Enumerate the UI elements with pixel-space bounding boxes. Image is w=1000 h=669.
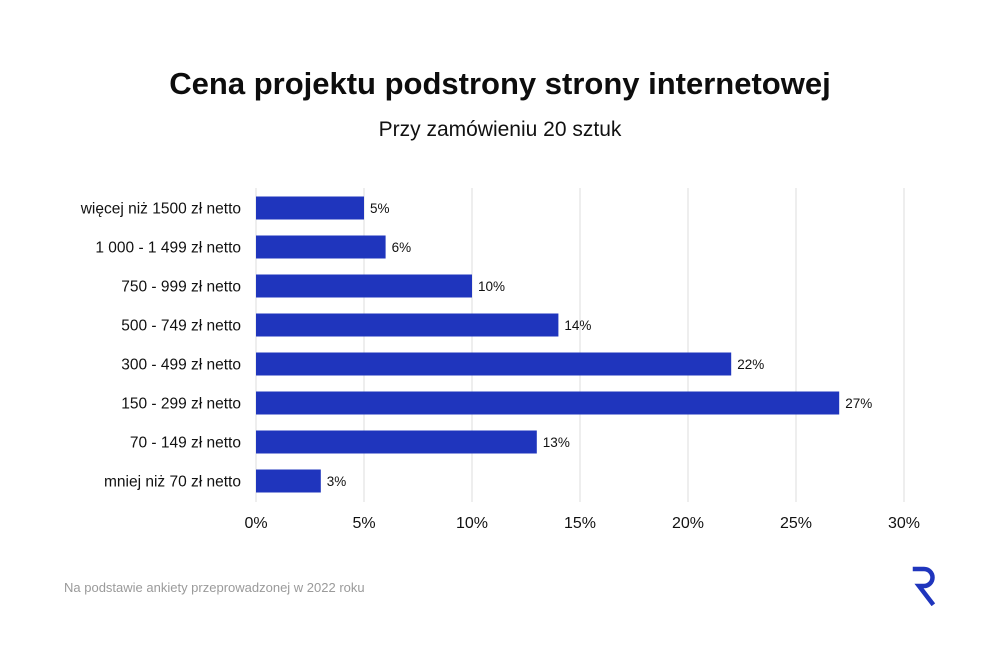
x-tick-label: 0% bbox=[244, 515, 267, 532]
x-tick-label: 15% bbox=[564, 515, 596, 532]
category-label: 70 - 149 zł netto bbox=[130, 435, 241, 452]
value-label: 10% bbox=[478, 279, 505, 294]
grid-lines bbox=[255, 188, 905, 502]
x-tick-label: 10% bbox=[456, 515, 488, 532]
bar bbox=[256, 235, 386, 259]
x-axis-ticks: 0% 5% 10% 15% 20% 25% 30% bbox=[244, 515, 920, 532]
value-labels: 5% 6% 10% 14% 22% 27% 13% 3% bbox=[327, 201, 872, 489]
bar bbox=[256, 430, 537, 454]
value-label: 3% bbox=[327, 474, 347, 489]
x-tick-label: 25% bbox=[780, 515, 812, 532]
category-label: więcej niż 1500 zł netto bbox=[80, 201, 241, 218]
category-label: mniej niż 70 zł netto bbox=[104, 474, 241, 491]
category-label: 750 - 999 zł netto bbox=[121, 279, 241, 296]
bar bbox=[256, 313, 559, 337]
value-label: 14% bbox=[564, 318, 591, 333]
r-logo-icon bbox=[912, 566, 938, 611]
category-labels: więcej niż 1500 zł netto 1 000 - 1 499 zł… bbox=[80, 201, 241, 491]
category-label: 300 - 499 zł netto bbox=[121, 357, 241, 374]
category-label: 500 - 749 zł netto bbox=[121, 318, 241, 335]
bar bbox=[256, 352, 732, 376]
x-tick-label: 20% bbox=[672, 515, 704, 532]
value-label: 27% bbox=[845, 396, 872, 411]
value-label: 22% bbox=[737, 357, 764, 372]
value-label: 6% bbox=[392, 240, 412, 255]
bar bbox=[256, 196, 364, 220]
category-label: 150 - 299 zł netto bbox=[121, 396, 241, 413]
chart-subtitle: Przy zamówieniu 20 sztuk bbox=[378, 118, 622, 141]
bar bbox=[256, 391, 840, 415]
source-note: Na podstawie ankiety przeprowadzonej w 2… bbox=[64, 580, 365, 595]
x-tick-label: 30% bbox=[888, 515, 920, 532]
bar bbox=[256, 274, 472, 298]
category-label: 1 000 - 1 499 zł netto bbox=[95, 240, 241, 257]
x-tick-label: 5% bbox=[352, 515, 375, 532]
bars bbox=[256, 196, 840, 493]
bar bbox=[256, 469, 321, 493]
chart-title: Cena projektu podstrony strony interneto… bbox=[169, 66, 831, 101]
value-label: 5% bbox=[370, 201, 390, 216]
value-label: 13% bbox=[543, 435, 570, 450]
